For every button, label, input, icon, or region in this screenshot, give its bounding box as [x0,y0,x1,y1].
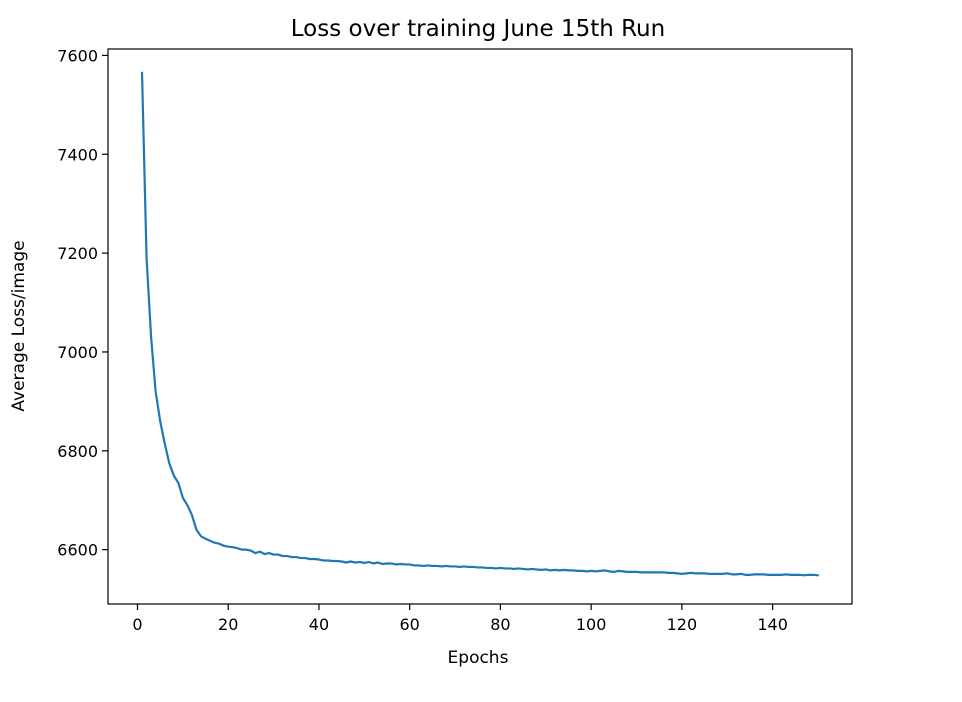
y-tick-label: 7600 [57,46,98,65]
x-tick-label: 40 [309,615,329,634]
loss-series-line [140,71,820,577]
x-tick-label: 100 [576,615,607,634]
y-tick-label: 7400 [57,145,98,164]
x-tick-label: 60 [400,615,420,634]
y-tick-label: 7200 [57,244,98,263]
x-axis-label: Epochs [448,648,509,668]
y-tick-label: 6800 [57,442,98,461]
x-tick-label: 120 [667,615,698,634]
series-layer [140,71,820,577]
y-axis-label: Average Loss/image [9,240,29,411]
y-tick-label: 7000 [57,343,98,362]
plot-frame [107,48,853,605]
chart-title: Loss over training June 15th Run [291,16,665,42]
y-axis-ticks: 6600 6800 7000 7200 7400 7600 [57,46,108,560]
x-tick-label: 0 [132,615,142,634]
x-axis-ticks: 0 20 40 60 80 100 120 140 [132,604,788,634]
x-tick-label: 20 [218,615,238,634]
x-tick-label: 80 [490,615,510,634]
x-tick-label: 140 [757,615,788,634]
y-tick-label: 6600 [57,541,98,560]
